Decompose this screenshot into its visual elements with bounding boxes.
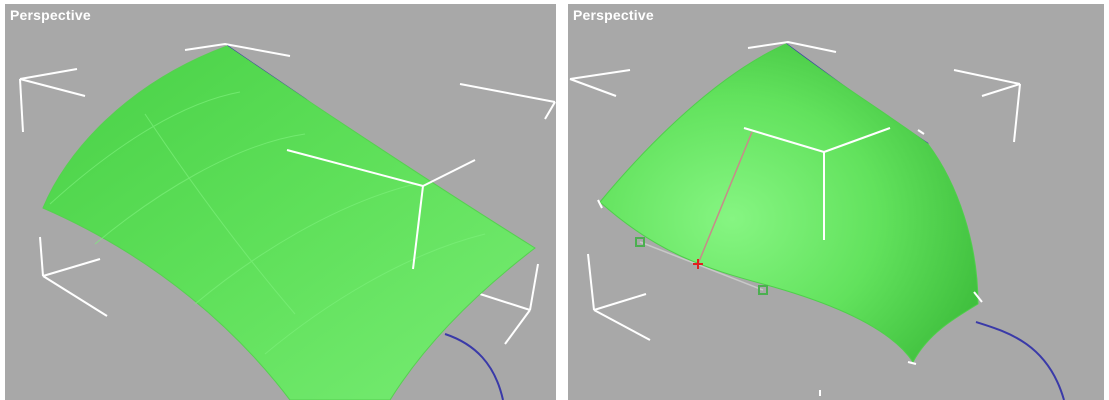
corner-gizmo-top-left xyxy=(569,69,631,97)
perspective-viewport-left[interactable]: Perspective xyxy=(5,4,556,400)
corner-gizmo-bottom-left xyxy=(39,236,108,317)
corner-gizmo-top-right xyxy=(459,83,556,120)
vertex-tangent-handle[interactable] xyxy=(635,131,768,295)
viewport-label[interactable]: Perspective xyxy=(573,7,654,23)
viewport-scene-right xyxy=(569,40,1065,400)
transform-gizmo[interactable] xyxy=(743,127,891,240)
spline-curve-bottom xyxy=(444,333,504,400)
nurbs-surface xyxy=(599,43,979,363)
viewport-scene-left xyxy=(19,42,556,400)
tangent-handle-left[interactable] xyxy=(635,237,645,247)
tangent-handle-right[interactable] xyxy=(758,285,768,295)
corner-gizmo-top xyxy=(184,42,291,57)
perspective-viewport-right[interactable]: Perspective xyxy=(568,4,1104,400)
spline-curve-bottom xyxy=(975,321,1065,400)
corner-gizmo-top-left xyxy=(19,68,86,133)
surface-isoparms xyxy=(49,91,486,355)
corner-gizmo-bottom-right xyxy=(479,263,539,345)
corner-gizmo-bottom-left xyxy=(587,253,651,341)
surface-corner-ticks xyxy=(597,129,983,396)
corner-gizmo-top-right xyxy=(953,69,1021,143)
transform-gizmo[interactable] xyxy=(286,149,476,270)
nurbs-surface xyxy=(42,45,536,400)
viewport-label[interactable]: Perspective xyxy=(10,7,91,23)
selected-vertex[interactable] xyxy=(693,259,703,269)
corner-gizmo-top xyxy=(747,40,837,53)
